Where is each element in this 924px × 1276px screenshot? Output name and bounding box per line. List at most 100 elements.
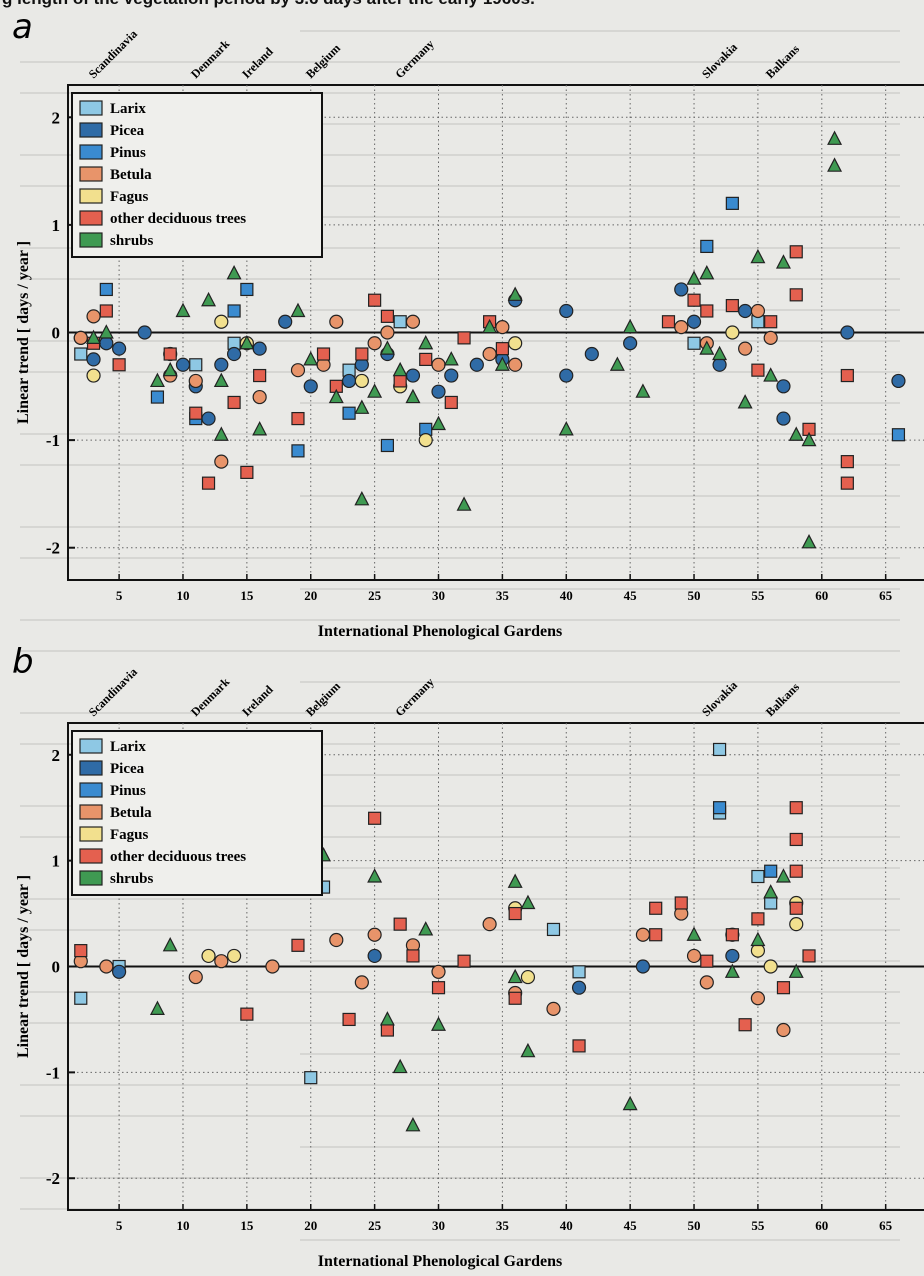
region-label: Ireland: [239, 44, 276, 81]
point-picea: [201, 411, 216, 426]
point-other-deciduous-trees: [572, 1039, 586, 1053]
y-axis-title: Linear trend [ days / year ]: [15, 241, 32, 424]
legend-label: Pinus: [110, 783, 146, 799]
point-shrubs: [775, 868, 791, 883]
point-larix: [393, 315, 407, 329]
legend-swatch: [79, 848, 103, 864]
point-other-deciduous-trees: [189, 406, 203, 420]
point-betula: [367, 336, 382, 351]
x-tick-label: 45: [624, 588, 638, 603]
x-tick-label: 55: [751, 1218, 765, 1233]
legend-label: Larix: [110, 739, 146, 755]
point-shrubs: [520, 894, 536, 910]
point-other-deciduous-trees: [253, 368, 267, 383]
point-picea: [725, 948, 740, 964]
point-shrubs: [367, 383, 383, 398]
point-shrubs: [622, 1095, 638, 1111]
y-tick-label: -1: [46, 1063, 60, 1082]
point-other-deciduous-trees: [368, 293, 382, 307]
x-tick-label: 10: [176, 588, 189, 603]
point-other-deciduous-trees: [700, 954, 714, 968]
legend-swatch: [79, 188, 103, 204]
panel-letter: a: [12, 7, 33, 47]
x-tick-label: 35: [496, 1218, 510, 1233]
legend-swatch: [79, 760, 103, 776]
region-label: Ireland: [239, 682, 276, 719]
point-picea: [584, 346, 599, 362]
point-shrubs: [239, 334, 255, 350]
point-shrubs: [149, 372, 165, 388]
point-betula: [750, 991, 766, 1006]
legend-label: Betula: [110, 167, 152, 183]
point-shrubs: [775, 254, 791, 269]
point-picea: [469, 357, 484, 372]
point-shrubs: [609, 356, 625, 371]
point-larix: [189, 358, 203, 372]
point-other-deciduous-trees: [380, 1023, 395, 1037]
point-other-deciduous-trees: [201, 476, 216, 490]
legend-label: Fagus: [110, 827, 149, 843]
point-shrubs: [443, 351, 459, 366]
point-other-deciduous-trees: [789, 901, 803, 915]
point-shrubs: [354, 490, 370, 506]
point-picea: [635, 959, 651, 974]
point-other-deciduous-trees: [725, 298, 739, 313]
point-shrubs: [507, 286, 523, 301]
point-fagus: [418, 433, 433, 448]
point-other-deciduous-trees: [393, 374, 407, 388]
y-tick-label: 1: [52, 216, 61, 235]
point-shrubs: [431, 1016, 446, 1031]
point-other-deciduous-trees: [789, 245, 803, 259]
point-shrubs: [303, 351, 319, 366]
point-other-deciduous-trees: [74, 944, 88, 958]
point-betula: [482, 346, 497, 362]
point-betula: [329, 932, 344, 948]
point-betula: [495, 320, 510, 335]
point-shrubs: [213, 372, 229, 388]
top-caption: g length of the vegetation period by 3.6…: [2, 0, 922, 9]
legend-swatch: [79, 100, 103, 116]
point-betula: [252, 389, 267, 405]
point-pinus: [291, 444, 305, 458]
region-label: Slovakia: [699, 678, 740, 719]
x-tick-label: 5: [116, 588, 123, 603]
point-other-deciduous-trees: [751, 912, 765, 926]
x-tick-label: 55: [751, 588, 765, 603]
point-other-deciduous-trees: [649, 901, 663, 915]
point-other-deciduous-trees: [291, 411, 305, 426]
x-tick-label: 35: [496, 588, 510, 603]
point-betula: [482, 917, 497, 932]
point-betula: [431, 964, 446, 979]
point-other-deciduous-trees: [687, 293, 701, 307]
point-betula: [405, 314, 421, 329]
legend-swatch: [79, 738, 103, 754]
x-tick-label: 20: [304, 588, 317, 603]
point-picea: [112, 341, 127, 356]
x-axis-title: International Phenological Gardens: [318, 623, 562, 640]
point-larix: [546, 922, 561, 937]
point-shrubs: [827, 157, 843, 172]
point-shrubs: [724, 963, 740, 978]
point-pinus: [240, 282, 254, 297]
region-label: Denmark: [188, 37, 233, 82]
point-shrubs: [699, 340, 715, 355]
point-shrubs: [149, 1000, 165, 1015]
point-betula: [329, 314, 344, 329]
point-picea: [112, 964, 127, 979]
legend-swatch: [79, 144, 103, 160]
point-shrubs: [162, 937, 178, 952]
point-betula: [265, 959, 280, 974]
point-betula: [431, 357, 446, 372]
legend-box: [71, 730, 323, 896]
point-larix: [74, 991, 88, 1005]
point-other-deciduous-trees: [163, 347, 177, 361]
region-label: Belgium: [303, 679, 343, 719]
point-larix: [304, 1071, 318, 1085]
point-shrubs: [213, 426, 229, 441]
point-shrubs: [507, 968, 523, 984]
point-shrubs: [354, 399, 370, 414]
region-label: Denmark: [188, 675, 233, 720]
point-shrubs: [482, 318, 498, 334]
point-picea: [891, 373, 906, 389]
point-shrubs: [686, 270, 702, 285]
